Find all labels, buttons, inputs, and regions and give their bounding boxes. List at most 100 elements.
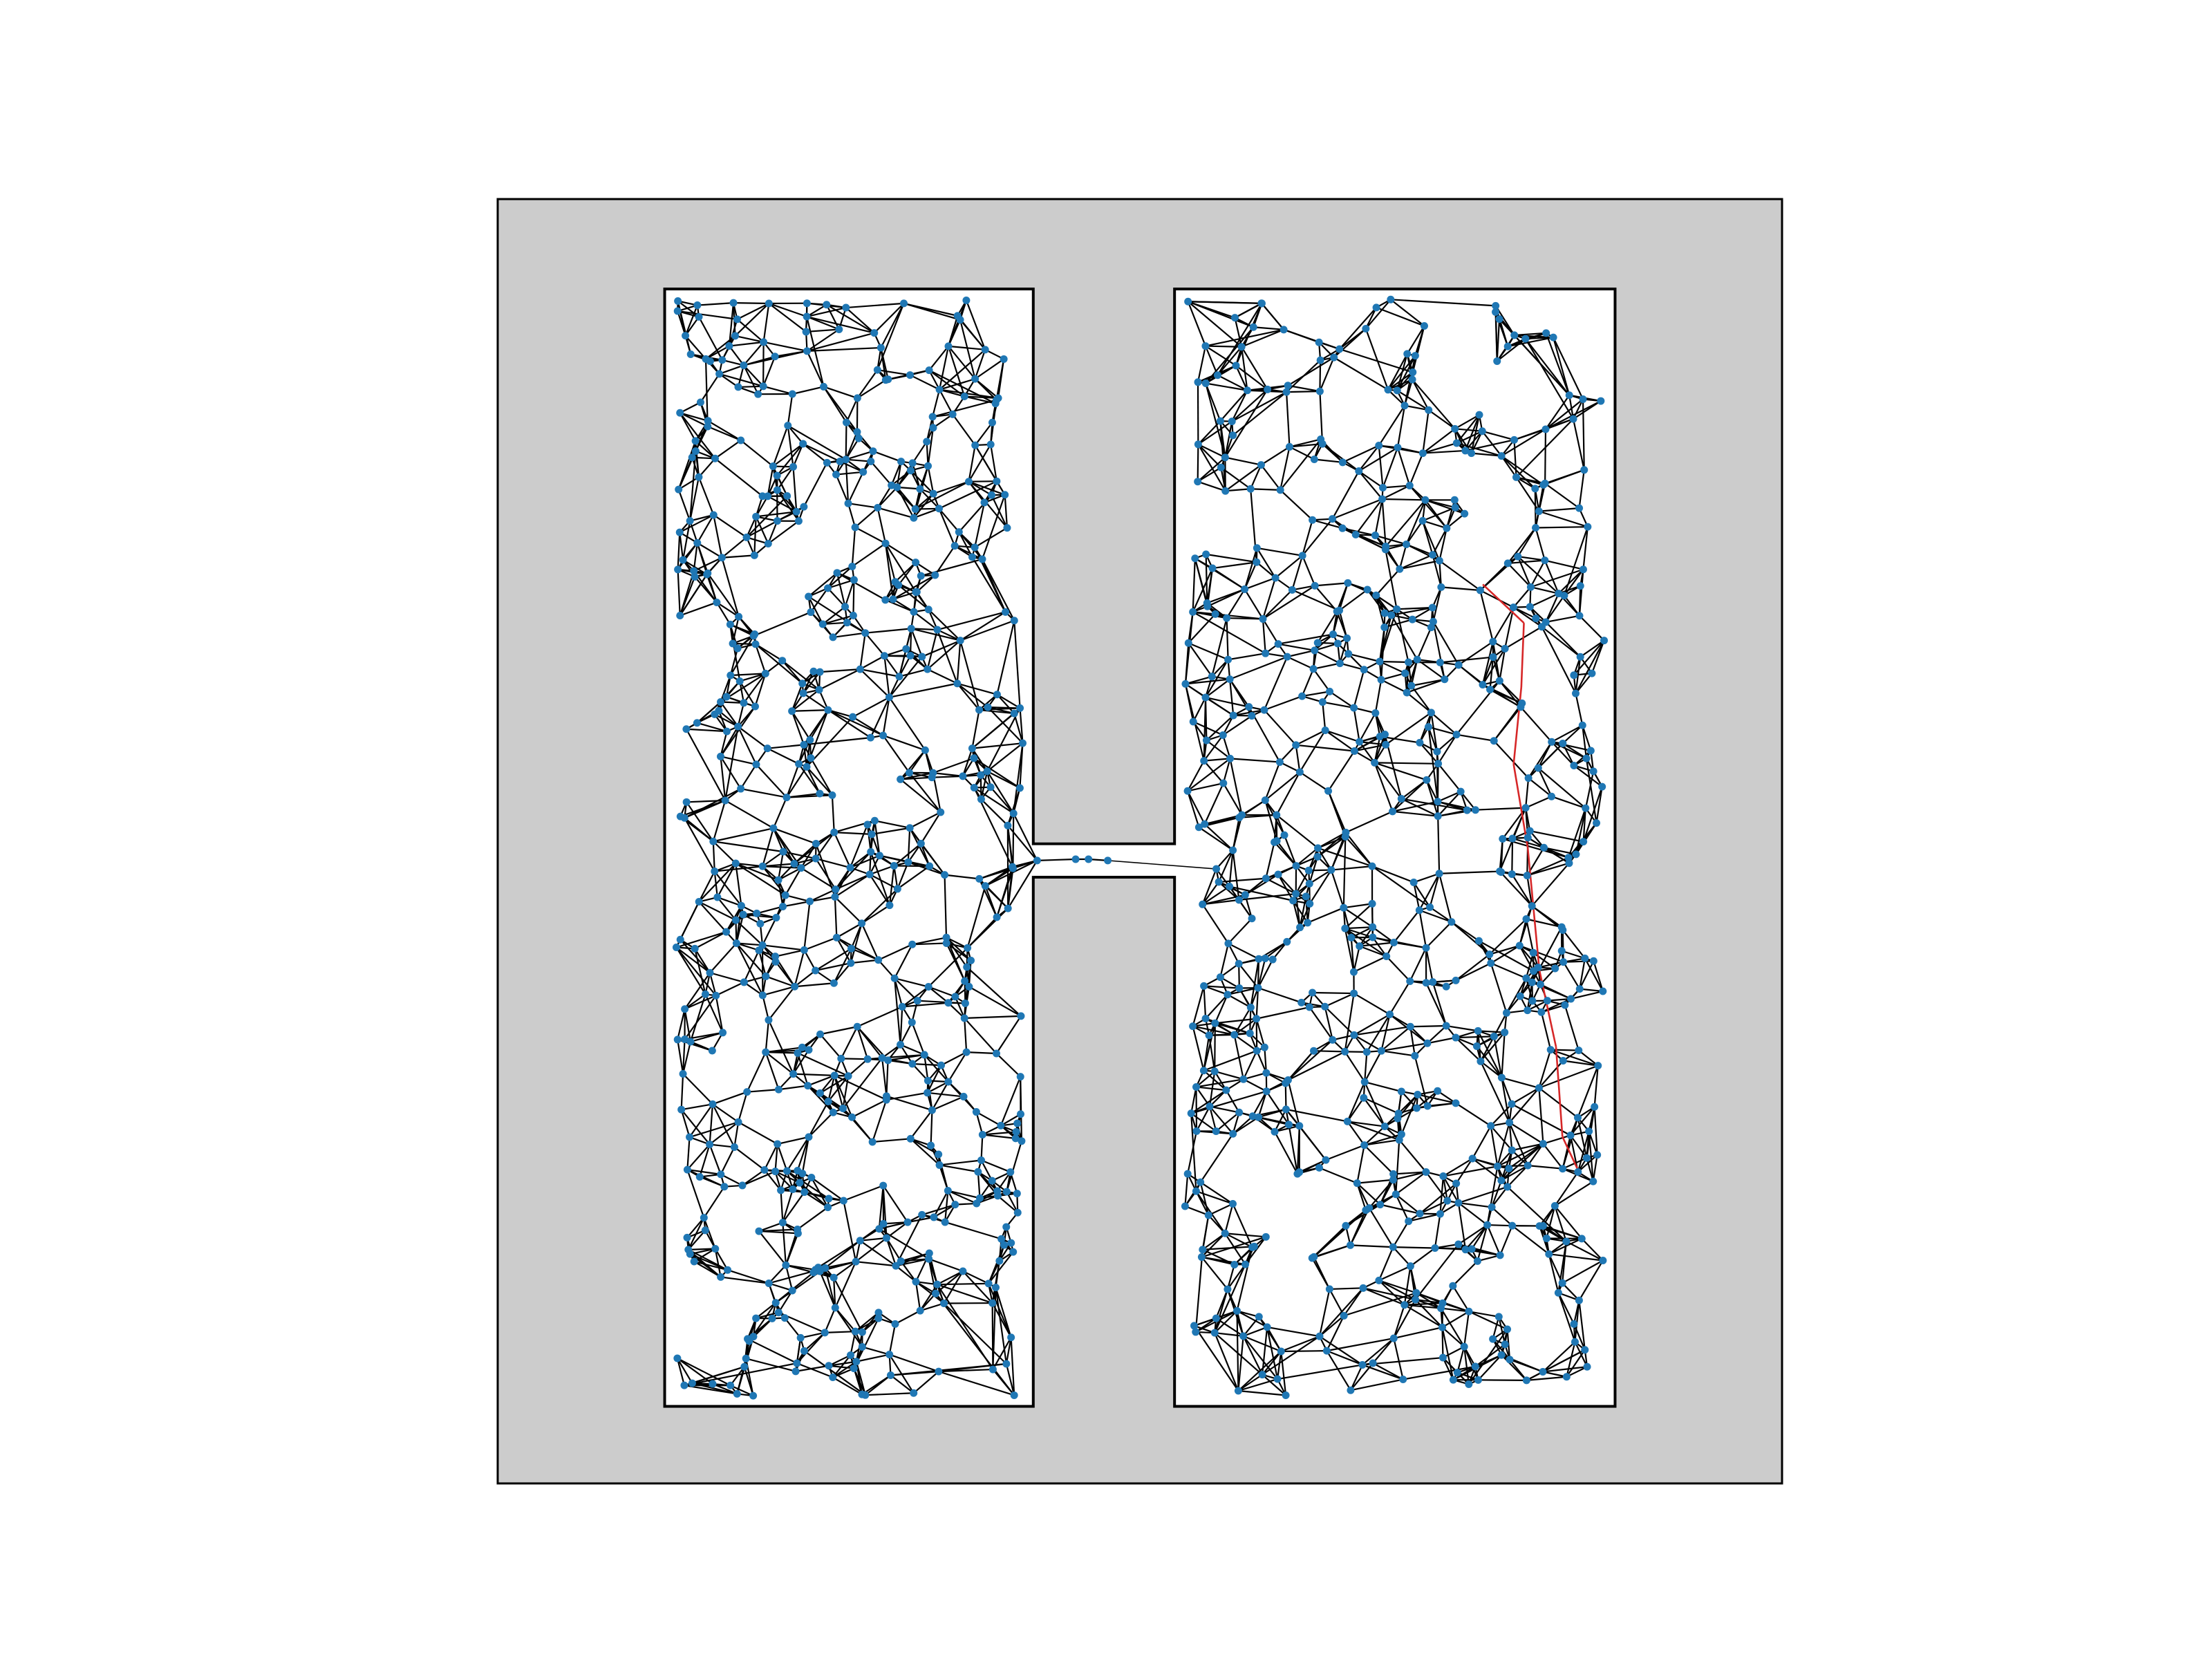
- roadmap-edge-right: [1578, 1049, 1599, 1067]
- roadmap-node-left: [771, 953, 780, 961]
- roadmap-edge-left: [971, 709, 980, 749]
- roadmap-edge-left: [803, 949, 816, 971]
- roadmap-node-right: [1201, 1015, 1210, 1023]
- roadmap-edge-right: [1537, 961, 1564, 968]
- roadmap-edge-right: [1432, 982, 1447, 1027]
- roadmap-edge-left: [718, 710, 739, 727]
- roadmap-edge-right: [1564, 1004, 1580, 1051]
- roadmap-edge-right: [1400, 798, 1438, 817]
- roadmap-edge-left: [968, 480, 993, 496]
- roadmap-node-left: [977, 1156, 986, 1164]
- roadmap-node-right: [1516, 992, 1524, 1000]
- roadmap-edge-left: [847, 503, 856, 528]
- roadmap-edge-left: [883, 1221, 908, 1225]
- roadmap-node-left: [906, 1134, 915, 1143]
- roadmap-edge-left: [854, 1318, 879, 1333]
- roadmap-edge-left: [735, 943, 764, 996]
- roadmap-node-left: [686, 350, 695, 359]
- roadmap-edge-right: [1491, 1206, 1513, 1226]
- roadmap-edge-right: [1266, 1072, 1288, 1081]
- roadmap-node-right: [1264, 385, 1272, 393]
- roadmap-node-left: [897, 1257, 905, 1265]
- roadmap-edge-right: [1291, 589, 1340, 612]
- roadmap-node-right: [1203, 602, 1212, 610]
- roadmap-edge-right: [1277, 1364, 1363, 1380]
- roadmap-edge-left: [754, 673, 767, 707]
- roadmap-edge-left: [704, 993, 724, 1033]
- roadmap-edge-left: [756, 906, 783, 915]
- roadmap-edge-right: [1399, 560, 1440, 570]
- roadmap-edge-left: [895, 1214, 923, 1266]
- roadmap-edge-right: [1396, 447, 1411, 486]
- roadmap-node-right: [1282, 1105, 1290, 1114]
- roadmap-edge-right: [1478, 940, 1535, 972]
- roadmap-edge-right: [1545, 395, 1571, 430]
- roadmap-edge-right: [1205, 696, 1249, 708]
- roadmap-edge-left: [796, 1136, 809, 1171]
- roadmap-node-left: [910, 1389, 918, 1397]
- roadmap-edge-left: [800, 1331, 825, 1339]
- roadmap-node-right: [1262, 1087, 1271, 1096]
- roadmap-edge-right: [1471, 452, 1502, 457]
- roadmap-node-left: [701, 1226, 709, 1235]
- roadmap-edge-right: [1442, 1346, 1465, 1359]
- roadmap-edge-left: [885, 1237, 897, 1266]
- roadmap-edge-right: [1225, 1232, 1266, 1238]
- roadmap-node-right: [1535, 1222, 1544, 1230]
- roadmap-node-right: [1285, 442, 1293, 451]
- roadmap-node-right: [1228, 1199, 1237, 1208]
- roadmap-node-left: [683, 1233, 691, 1241]
- roadmap-edge-left: [758, 1230, 798, 1235]
- roadmap-edge-left: [747, 1089, 779, 1093]
- roadmap-node-right: [1368, 899, 1376, 908]
- roadmap-edge-left: [888, 1053, 925, 1061]
- roadmap-edge-left: [841, 1058, 868, 1060]
- roadmap-edge-left: [698, 863, 737, 903]
- roadmap-edge-right: [1295, 729, 1326, 746]
- roadmap-node-right: [1463, 806, 1471, 814]
- roadmap-node-left: [830, 828, 838, 836]
- roadmap-edge-left: [840, 1026, 859, 1059]
- roadmap-edge-left: [971, 556, 1006, 612]
- roadmap-edge-left: [877, 485, 892, 509]
- roadmap-edge-right: [1568, 807, 1586, 859]
- roadmap-edge-right: [1235, 365, 1268, 391]
- roadmap-edge-right: [1551, 741, 1591, 752]
- roadmap-node-right: [1435, 870, 1443, 878]
- roadmap-edge-right: [1195, 1318, 1217, 1333]
- roadmap-node-right: [1559, 1057, 1567, 1065]
- roadmap-node-right: [1261, 796, 1269, 805]
- roadmap-edge-right: [1411, 678, 1445, 687]
- roadmap-edge-left: [743, 673, 767, 704]
- roadmap-edge-left: [736, 942, 760, 951]
- roadmap-edge-right: [1313, 1209, 1367, 1258]
- roadmap-node-left: [701, 990, 709, 998]
- roadmap-edge-right: [1192, 721, 1224, 736]
- roadmap-node-right: [1456, 787, 1465, 796]
- roadmap-node-right: [1439, 1172, 1447, 1181]
- roadmap-edge-right: [1390, 299, 1496, 307]
- roadmap-node-right: [1490, 737, 1498, 745]
- roadmap-edge-right: [1345, 832, 1373, 867]
- roadmap-edge-right: [1577, 1065, 1599, 1118]
- roadmap-node-right: [1387, 295, 1395, 303]
- roadmap-edge-left: [921, 1203, 956, 1216]
- roadmap-edge-left: [819, 1271, 836, 1309]
- roadmap-edge-right: [1501, 429, 1546, 457]
- roadmap-edge-left: [803, 937, 837, 951]
- roadmap-node-left: [724, 1266, 732, 1274]
- roadmap-node-right: [1253, 1015, 1261, 1023]
- roadmap-edge-right: [1217, 346, 1242, 376]
- roadmap-edge-left: [962, 770, 988, 777]
- roadmap-edge-left: [926, 441, 929, 467]
- roadmap-edge-right: [1443, 1158, 1473, 1177]
- roadmap-node-left: [749, 1391, 758, 1400]
- roadmap-node-left: [777, 1186, 785, 1194]
- roadmap-edge-left: [881, 1058, 888, 1096]
- roadmap-node-right: [1580, 838, 1588, 846]
- roadmap-edge-right: [1378, 405, 1405, 447]
- roadmap-edge-left: [974, 502, 986, 548]
- roadmap-edge-right: [1512, 586, 1532, 608]
- roadmap-node-right: [1239, 1075, 1248, 1083]
- roadmap-node-right: [1321, 1002, 1329, 1011]
